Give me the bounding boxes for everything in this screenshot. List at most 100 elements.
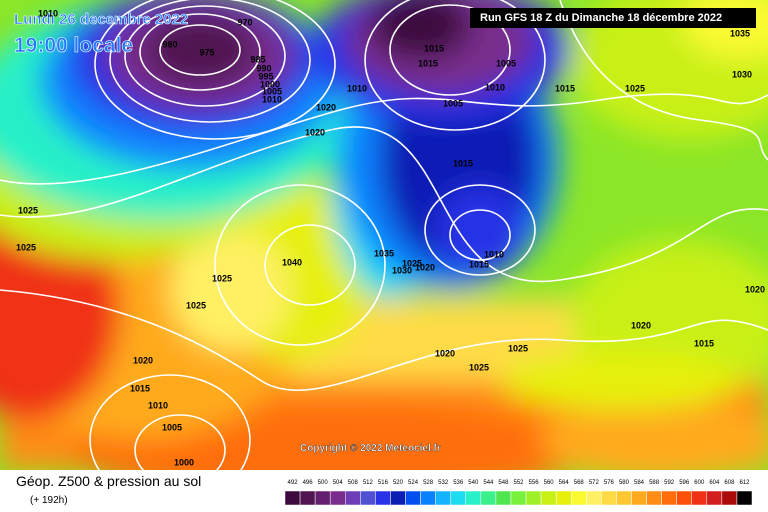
isobar-label: 1015 xyxy=(694,338,714,348)
scale-swatch xyxy=(676,490,692,506)
isobar-label: 1010 xyxy=(485,82,505,92)
scale-swatch xyxy=(314,490,331,506)
scale-swatch xyxy=(450,490,467,506)
scale-label: 508 xyxy=(348,480,359,486)
scale-label: 604 xyxy=(709,480,720,486)
isobar-label: 1025 xyxy=(508,343,528,353)
isobar-label: 1030 xyxy=(732,69,752,79)
isobar-label: 1015 xyxy=(453,158,473,168)
color-scale: 492 496 500 504 508 512 516 520 524 528 532 536 540 5… xyxy=(284,480,753,506)
copyright: Copyright © 2022 Meteociel.fr xyxy=(300,443,441,454)
scale-label: 584 xyxy=(634,480,645,486)
scale-swatch xyxy=(465,490,482,506)
isobar-label: 1010 xyxy=(484,249,504,259)
scale-label: 540 xyxy=(468,480,479,486)
isobar-label: 1035 xyxy=(374,248,394,258)
scale-swatch xyxy=(540,490,557,506)
scale-swatch xyxy=(691,490,708,506)
isobar-label: 1015 xyxy=(555,83,575,93)
isobar-label: 1020 xyxy=(133,355,153,365)
isobar-label: 1020 xyxy=(745,284,765,294)
isobar-label: 1005 xyxy=(162,422,182,432)
isobar-label: 1020 xyxy=(415,262,435,272)
scale-swatch xyxy=(360,490,376,506)
scale-swatch xyxy=(329,490,346,506)
scale-swatch xyxy=(420,490,436,506)
scale-swatch xyxy=(721,490,738,506)
footer-lead: (+ 192h) xyxy=(30,495,68,506)
time-label: 19:00 locale xyxy=(14,34,133,57)
scale-label: 588 xyxy=(649,480,660,486)
scale-label: 596 xyxy=(679,480,690,486)
scale-swatch xyxy=(646,490,662,506)
scale-label: 520 xyxy=(393,480,404,486)
isobar-label: 1025 xyxy=(625,83,645,93)
scale-label: 532 xyxy=(438,480,449,486)
scale-label: 576 xyxy=(604,480,615,486)
scale-label: 592 xyxy=(664,480,675,486)
isobar-label: 1025 xyxy=(212,273,232,283)
scale-label: 572 xyxy=(589,480,600,486)
isobar-label: 1000 xyxy=(174,457,194,467)
scale-swatch xyxy=(345,490,361,506)
scale-label: 608 xyxy=(724,480,735,486)
isobar-label: 1025 xyxy=(402,258,422,268)
isobar-label: 975 xyxy=(199,47,214,57)
footer-title: Géop. Z500 & pression au sol xyxy=(16,473,201,489)
scale-swatch xyxy=(661,490,677,506)
isobar-label: 1005 xyxy=(496,58,516,68)
scale-label: 552 xyxy=(513,480,524,486)
isobar-label: 1020 xyxy=(305,127,325,137)
isobar-label: 995 xyxy=(258,71,273,81)
scale-swatch xyxy=(586,490,602,506)
scale-label: 496 xyxy=(303,480,314,486)
scale-swatch xyxy=(405,490,421,506)
scale-swatch xyxy=(375,490,391,506)
scale-swatch xyxy=(631,490,647,506)
scale-label: 536 xyxy=(453,480,464,486)
scale-swatch xyxy=(495,490,512,506)
scale-swatch xyxy=(706,490,723,506)
isobar-label: 1005 xyxy=(262,86,282,96)
scale-swatch xyxy=(284,490,301,506)
scale-label: 560 xyxy=(544,480,555,486)
isobar-label: 1020 xyxy=(631,320,651,330)
scale-label: 544 xyxy=(483,480,494,486)
scale-label: 512 xyxy=(363,480,374,486)
isobar-label: 1020 xyxy=(316,102,336,112)
scale-label: 504 xyxy=(333,480,344,486)
isobar-label: 985 xyxy=(250,54,265,64)
scale-swatch xyxy=(435,490,451,506)
isobar-label: 1005 xyxy=(443,98,463,108)
isobar-label: 1000 xyxy=(260,79,280,89)
scale-swatch xyxy=(299,490,316,506)
isobar-label: 1025 xyxy=(186,300,206,310)
isobar-label: 970 xyxy=(237,17,252,27)
isobar-label: 1010 xyxy=(38,8,58,18)
scale-label: 524 xyxy=(408,480,419,486)
scale-swatch xyxy=(570,490,587,506)
scale-label: 528 xyxy=(423,480,434,486)
scale-label: 556 xyxy=(529,480,540,486)
isobar-label: 1025 xyxy=(469,362,489,372)
run-box xyxy=(470,8,756,28)
isobar-label: 1030 xyxy=(392,265,412,275)
isobar-label: 1015 xyxy=(424,43,444,53)
scale-label: 516 xyxy=(378,480,389,486)
isobar-labels: 1010970980975985990995100010051010101010… xyxy=(16,8,765,467)
isobar-label: 1010 xyxy=(148,400,168,410)
scale-swatch xyxy=(525,490,542,506)
scale-swatch xyxy=(480,490,497,506)
scale-swatch xyxy=(390,490,406,506)
isobar-label: 1015 xyxy=(418,58,438,68)
isobar-label: 1015 xyxy=(130,383,150,393)
date-label: Lundi 26 decembre 2022 xyxy=(14,11,188,28)
scale-swatch xyxy=(510,490,527,506)
scale-label: 500 xyxy=(318,480,329,486)
scale-label: 612 xyxy=(739,480,750,486)
isobar-label: 1015 xyxy=(469,259,489,269)
isobar-label: 1025 xyxy=(16,242,36,252)
scale-label: 600 xyxy=(694,480,705,486)
